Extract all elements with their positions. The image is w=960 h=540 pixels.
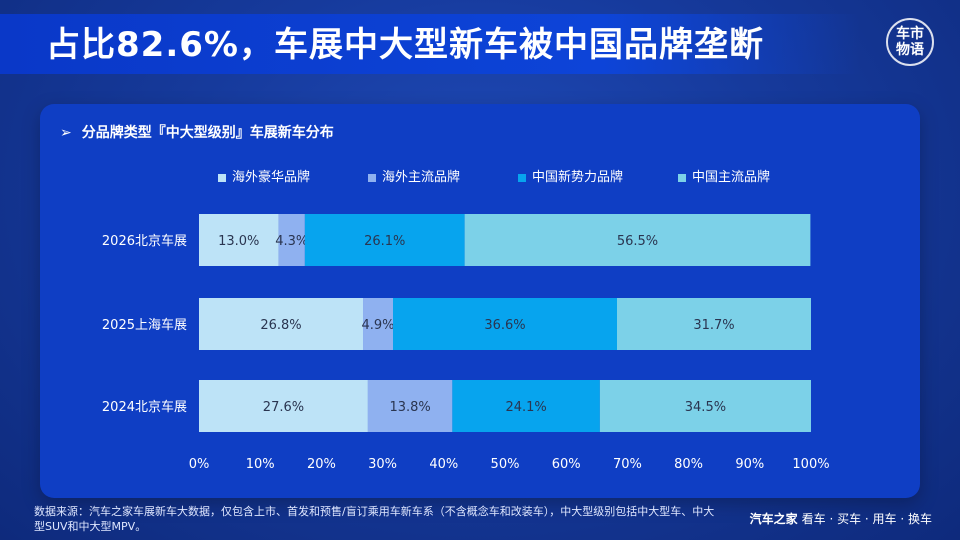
data-label: 26.8% bbox=[260, 318, 301, 333]
chart-legend: 海外豪华品牌 海外主流品牌 中国新势力品牌 中国主流品牌 bbox=[218, 166, 838, 185]
data-label: 56.5% bbox=[617, 234, 658, 249]
category-label: 2024北京车展 bbox=[102, 399, 187, 415]
legend-swatch bbox=[678, 173, 686, 182]
brand-logo: 车市 物语 bbox=[886, 18, 934, 66]
brand-name: 汽车之家 bbox=[749, 512, 798, 526]
bar-segment bbox=[393, 298, 617, 350]
bar-segment bbox=[464, 214, 811, 266]
source-note: 数据来源：汽车之家车展新车大数据，仅包含上市、首发和预售/盲订乘用车新车系（不含… bbox=[34, 505, 715, 533]
data-label: 27.6% bbox=[263, 400, 304, 415]
bar-segment bbox=[278, 214, 305, 266]
legend-label: 海外主流品牌 bbox=[382, 170, 461, 185]
x-tick-label: 20% bbox=[307, 457, 336, 472]
chevron-right-icon: ➢ bbox=[60, 125, 72, 141]
x-tick-label: 60% bbox=[552, 457, 581, 472]
brand-slogan: 看车 · 买车 · 用车 · 换车 bbox=[801, 512, 932, 526]
data-label: 24.1% bbox=[505, 400, 546, 415]
title-bar bbox=[0, 14, 860, 74]
legend-label: 中国主流品牌 bbox=[692, 170, 771, 185]
x-tick-label: 10% bbox=[246, 457, 275, 472]
data-label: 31.7% bbox=[693, 318, 734, 333]
chart-subtitle: ➢ 分品牌类型『中大型级别』车展新车分布 bbox=[60, 122, 334, 142]
data-label: 13.8% bbox=[389, 400, 430, 415]
legend-swatch bbox=[218, 173, 226, 182]
x-tick-label: 30% bbox=[368, 457, 397, 472]
brand-footer: 汽车之家 看车 · 买车 · 用车 · 换车 bbox=[750, 510, 932, 527]
bar-segment bbox=[199, 298, 364, 350]
bar-segment bbox=[599, 380, 811, 432]
page-title: 占比82.6%，车展中大型新车被中国品牌垄断 bbox=[46, 25, 764, 65]
bar-segment bbox=[199, 380, 368, 432]
bar-segment bbox=[616, 298, 811, 350]
chart-title: 分品牌类型『中大型级别』车展新车分布 bbox=[81, 125, 334, 141]
category-label: 2026北京车展 bbox=[102, 233, 187, 249]
x-tick-label: 0% bbox=[189, 457, 210, 472]
data-label: 26.1% bbox=[364, 234, 405, 249]
x-tick-label: 100% bbox=[792, 457, 829, 472]
legend-item: 中国主流品牌 bbox=[678, 166, 770, 185]
data-label: 13.0% bbox=[218, 234, 259, 249]
x-tick-label: 40% bbox=[429, 457, 458, 472]
legend-swatch bbox=[518, 173, 526, 182]
legend-item: 海外豪华品牌 bbox=[218, 166, 310, 185]
legend-item: 中国新势力品牌 bbox=[518, 166, 623, 185]
legend-label: 中国新势力品牌 bbox=[532, 170, 624, 185]
data-label: 36.6% bbox=[484, 318, 525, 333]
bar-segment bbox=[452, 380, 600, 432]
x-tick-label: 80% bbox=[674, 457, 703, 472]
bar-segment bbox=[199, 214, 279, 266]
bar-segment bbox=[367, 380, 453, 432]
legend-label: 海外豪华品牌 bbox=[232, 170, 311, 185]
bar-segment bbox=[363, 298, 394, 350]
data-label: 4.9% bbox=[361, 318, 394, 333]
legend-swatch bbox=[368, 173, 376, 182]
data-label: 4.3% bbox=[275, 234, 308, 249]
x-tick-label: 90% bbox=[735, 457, 764, 472]
data-label: 34.5% bbox=[685, 400, 726, 415]
x-tick-label: 70% bbox=[613, 457, 642, 472]
category-label: 2025上海车展 bbox=[102, 317, 187, 333]
legend-item: 海外主流品牌 bbox=[368, 166, 460, 185]
bar-segment bbox=[304, 214, 465, 266]
x-tick-label: 50% bbox=[491, 457, 520, 472]
